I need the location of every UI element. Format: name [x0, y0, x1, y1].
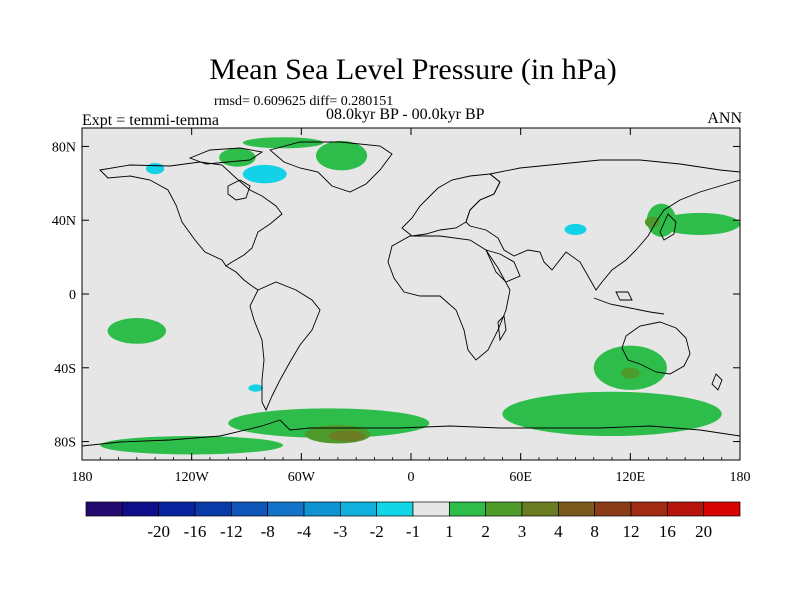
legend-label: 4 [554, 522, 563, 541]
coast-hudson-bay [227, 179, 251, 201]
anomaly-hudson-negative [242, 164, 287, 184]
legend-label: -12 [220, 522, 243, 541]
stats-line: rmsd= 0.609625 diff= 0.280151 [214, 94, 394, 109]
legend-label: -8 [261, 522, 275, 541]
legend-swatch [630, 501, 668, 517]
anomaly-canada-arctic-positive [219, 148, 256, 167]
colorbar-legend: -20 -16 -12 -8 -4 -3 -2 -1 1 2 3 4 8 12 16 20 [85, 501, 741, 541]
anomaly-greenland-positive [315, 140, 368, 171]
lat-tick-label: 80S [54, 436, 76, 451]
period-line: 08.0kyr BP - 00.0kyr BP [326, 106, 485, 123]
legend-label: 8 [590, 522, 599, 541]
lat-tick-label: 40N [52, 214, 76, 229]
legend-swatch [412, 501, 450, 517]
coast-indonesia [593, 291, 665, 315]
map-title: Mean Sea Level Pressure (in hPa) [209, 53, 617, 86]
lat-tick-label: 80N [52, 140, 76, 155]
anomaly-north-pacific-positive [659, 212, 740, 235]
coast-australia [621, 321, 691, 375]
lon-tick-label: 120E [616, 470, 646, 485]
coast-greenland [269, 141, 393, 193]
lat-tick-label: 0 [69, 288, 76, 303]
coast-south-america [249, 281, 321, 412]
anomaly-alaska-negative [145, 163, 165, 175]
legend-swatch [85, 501, 123, 517]
legend-swatch [521, 501, 559, 517]
lat-tick-label: 40S [54, 362, 76, 377]
legend-label: 2 [481, 522, 490, 541]
legend-swatch [121, 501, 160, 517]
coast-arabia [485, 249, 521, 283]
legend-swatch [303, 501, 341, 517]
coast-arctic-islands [188, 147, 264, 165]
lon-tick-label: 120W [175, 470, 210, 485]
coastline-layer [82, 141, 740, 447]
legend-label: -16 [184, 522, 207, 541]
legend-swatch [594, 501, 632, 517]
legend-swatch [666, 501, 705, 517]
legend-label: -2 [370, 522, 384, 541]
lon-tick-label: 180 [730, 470, 751, 485]
legend-label: 3 [518, 522, 527, 541]
anomaly-layer [100, 137, 740, 455]
anomaly-antarctic-coast-positive [100, 436, 284, 455]
lon-tick-label: 0 [408, 470, 415, 485]
anomaly-arctic-islands-positive [242, 137, 324, 149]
legend-label: -1 [406, 522, 420, 541]
anomaly-australia-south-core [621, 367, 640, 379]
lon-tick-label: 60W [288, 470, 316, 485]
legend-label: -20 [147, 522, 170, 541]
coast-africa [387, 235, 511, 361]
legend-label: 20 [695, 522, 712, 541]
coast-asia [465, 159, 740, 291]
legend-swatch [703, 501, 741, 517]
legend-swatch [158, 501, 196, 517]
legend-swatch [448, 501, 487, 517]
lon-tick-label: 180 [72, 470, 93, 485]
legend-label: 16 [659, 522, 676, 541]
coast-north-america [99, 161, 283, 267]
experiment-label: Expt = temmi-temma [82, 112, 219, 129]
season-label: ANN [707, 110, 742, 127]
coast-antarctica [82, 419, 740, 447]
legend-swatch [376, 501, 414, 517]
map-frame [81, 127, 741, 461]
legend-label: 12 [623, 522, 640, 541]
coast-central-america [225, 265, 259, 291]
legend-label: -3 [333, 522, 347, 541]
anomaly-southeast-pacific-positive [107, 317, 167, 344]
legend-swatch [267, 501, 305, 517]
legend-swatch [230, 501, 269, 517]
anomaly-weddell-core-positive [328, 430, 366, 442]
anomaly-indian-ocean-positive [502, 391, 722, 437]
anomaly-tibet-negative [564, 223, 587, 235]
anomaly-south-pacific-negative [248, 384, 263, 392]
anomaly-southern-ocean-positive [228, 408, 430, 438]
coast-new-zealand [711, 373, 723, 391]
coast-madagascar [497, 315, 507, 342]
anomaly-japan-positive [646, 203, 677, 237]
legend-swatch [194, 501, 232, 517]
legend-label: -4 [297, 522, 312, 541]
coast-japan [659, 213, 677, 241]
legend-label: 1 [445, 522, 454, 541]
legend-swatch [557, 501, 596, 517]
legend-swatch [339, 501, 378, 517]
lon-tick-label: 60E [509, 470, 532, 485]
anomaly-australia-south-positive [593, 345, 667, 390]
anomaly-korea-positive [644, 216, 660, 228]
legend-swatch [485, 501, 523, 517]
